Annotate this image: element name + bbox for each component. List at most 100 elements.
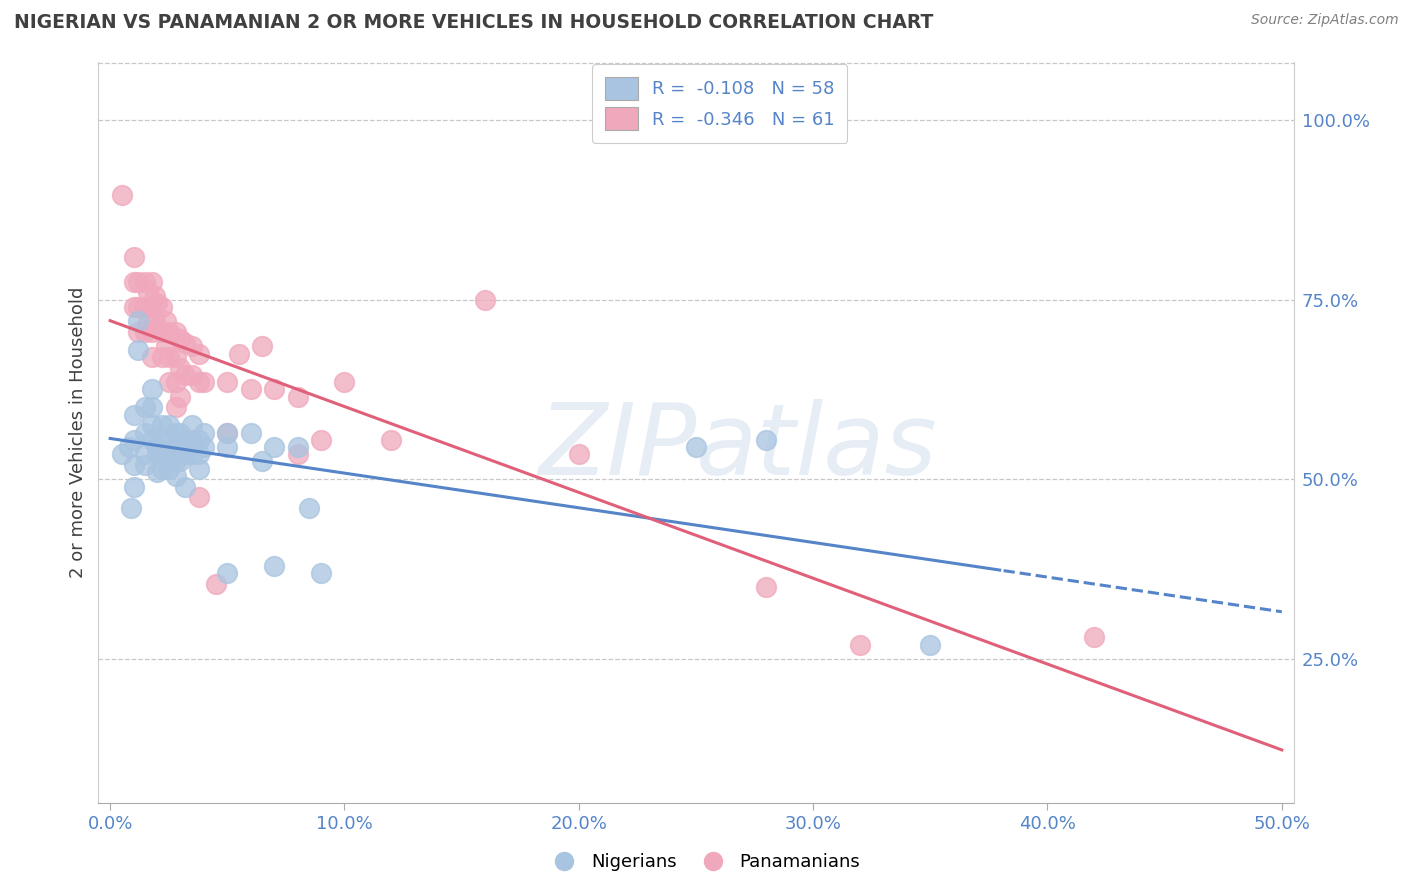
Point <box>157 325 180 339</box>
Point <box>143 289 166 303</box>
Point <box>150 447 173 461</box>
Point <box>217 376 239 390</box>
Point <box>134 300 156 314</box>
Point <box>122 479 145 493</box>
Point <box>165 468 187 483</box>
Point <box>122 458 145 472</box>
Point <box>150 300 173 314</box>
Point <box>127 343 149 357</box>
Point <box>127 325 149 339</box>
Point <box>309 566 332 580</box>
Point <box>333 376 356 390</box>
Point <box>136 314 159 328</box>
Point <box>134 458 156 472</box>
Point <box>146 465 169 479</box>
Point <box>118 440 141 454</box>
Point <box>155 314 177 328</box>
Point <box>146 296 169 310</box>
Point <box>188 461 211 475</box>
Point <box>174 447 197 461</box>
Point <box>474 293 496 307</box>
Point <box>252 454 274 468</box>
Point <box>111 447 134 461</box>
Point <box>143 314 166 328</box>
Point <box>122 250 145 264</box>
Point <box>169 360 191 375</box>
Point <box>157 418 180 433</box>
Point <box>146 321 169 335</box>
Point <box>134 325 156 339</box>
Point <box>146 440 169 454</box>
Point <box>217 425 239 440</box>
Point <box>165 401 187 415</box>
Point <box>120 501 142 516</box>
Point <box>204 576 226 591</box>
Point <box>157 433 180 447</box>
Point <box>165 325 187 339</box>
Point <box>181 433 204 447</box>
Point <box>122 433 145 447</box>
Point <box>157 447 180 461</box>
Legend: R =  -0.108   N = 58, R =  -0.346   N = 61: R = -0.108 N = 58, R = -0.346 N = 61 <box>592 64 848 143</box>
Point <box>141 325 163 339</box>
Point <box>188 447 211 461</box>
Point <box>252 339 274 353</box>
Point <box>134 401 156 415</box>
Point <box>134 447 156 461</box>
Point <box>181 339 204 353</box>
Point <box>287 390 309 404</box>
Point <box>169 390 191 404</box>
Point <box>122 275 145 289</box>
Point <box>298 501 321 516</box>
Point <box>141 401 163 415</box>
Point <box>150 418 173 433</box>
Point <box>217 425 239 440</box>
Point <box>141 433 163 447</box>
Point <box>174 368 197 383</box>
Point <box>127 275 149 289</box>
Point <box>169 454 191 468</box>
Point <box>239 383 262 397</box>
Point <box>157 376 180 390</box>
Text: ZIP: ZIP <box>537 399 696 496</box>
Point <box>127 314 149 328</box>
Text: Source: ZipAtlas.com: Source: ZipAtlas.com <box>1251 13 1399 28</box>
Point <box>150 433 173 447</box>
Point <box>1083 631 1105 645</box>
Point <box>263 558 285 573</box>
Point <box>150 350 173 364</box>
Point <box>755 433 778 447</box>
Point <box>141 383 163 397</box>
Text: NIGERIAN VS PANAMANIAN 2 OR MORE VEHICLES IN HOUSEHOLD CORRELATION CHART: NIGERIAN VS PANAMANIAN 2 OR MORE VEHICLE… <box>14 13 934 32</box>
Point <box>141 300 163 314</box>
Text: atlas: atlas <box>696 399 938 496</box>
Point <box>127 300 149 314</box>
Point <box>150 325 173 339</box>
Point <box>685 440 707 454</box>
Point <box>263 383 285 397</box>
Point <box>188 433 211 447</box>
Point <box>141 350 163 364</box>
Point <box>188 376 211 390</box>
Point <box>165 440 187 454</box>
Point <box>188 346 211 360</box>
Y-axis label: 2 or more Vehicles in Household: 2 or more Vehicles in Household <box>69 287 87 578</box>
Point <box>169 332 191 346</box>
Point <box>141 275 163 289</box>
Point <box>134 425 156 440</box>
Point <box>181 418 204 433</box>
Point <box>122 300 145 314</box>
Point <box>755 580 778 594</box>
Point <box>165 425 187 440</box>
Point <box>181 368 204 383</box>
Point <box>150 461 173 475</box>
Point <box>287 440 309 454</box>
Point <box>169 425 191 440</box>
Point <box>239 425 262 440</box>
Point <box>849 638 872 652</box>
Point <box>568 447 591 461</box>
Point <box>157 461 180 475</box>
Point <box>155 339 177 353</box>
Point <box>174 433 197 447</box>
Point <box>165 350 187 364</box>
